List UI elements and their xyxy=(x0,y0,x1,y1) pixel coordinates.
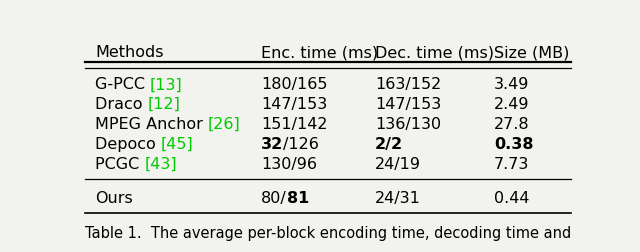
Text: 163/152: 163/152 xyxy=(375,77,442,92)
Text: 7.73: 7.73 xyxy=(494,156,529,171)
Text: Ours: Ours xyxy=(95,191,132,206)
Text: G-PCC: G-PCC xyxy=(95,77,150,92)
Text: 32: 32 xyxy=(261,137,284,151)
Text: 0.38: 0.38 xyxy=(494,137,534,151)
Text: [43]: [43] xyxy=(144,156,177,171)
Text: 147/153: 147/153 xyxy=(375,97,442,112)
Text: Draco: Draco xyxy=(95,97,147,112)
Text: 151/142: 151/142 xyxy=(261,117,328,132)
Text: 24/19: 24/19 xyxy=(375,156,421,171)
Text: 0.44: 0.44 xyxy=(494,191,530,206)
Text: Size (MB): Size (MB) xyxy=(494,45,570,60)
Text: PCGC: PCGC xyxy=(95,156,144,171)
Text: 2.49: 2.49 xyxy=(494,97,530,112)
Text: 2/2: 2/2 xyxy=(375,137,403,151)
Text: /126: /126 xyxy=(284,137,319,151)
Text: Methods: Methods xyxy=(95,45,163,60)
Text: [12]: [12] xyxy=(147,97,180,112)
Text: [26]: [26] xyxy=(208,117,241,132)
Text: 3.49: 3.49 xyxy=(494,77,529,92)
Text: 130/96: 130/96 xyxy=(261,156,317,171)
Text: Enc. time (ms): Enc. time (ms) xyxy=(261,45,378,60)
Text: 81: 81 xyxy=(287,191,309,206)
Text: Depoco: Depoco xyxy=(95,137,161,151)
Text: 180/165: 180/165 xyxy=(261,77,328,92)
Text: 147/153: 147/153 xyxy=(261,97,327,112)
Text: 136/130: 136/130 xyxy=(375,117,441,132)
Text: [13]: [13] xyxy=(150,77,183,92)
Text: 27.8: 27.8 xyxy=(494,117,530,132)
Text: 24/31: 24/31 xyxy=(375,191,421,206)
Text: Dec. time (ms): Dec. time (ms) xyxy=(375,45,494,60)
Text: Table 1.  The average per-block encoding time, decoding time and: Table 1. The average per-block encoding … xyxy=(85,226,572,240)
Text: [45]: [45] xyxy=(161,137,193,151)
Text: 80/: 80/ xyxy=(261,191,287,206)
Text: MPEG Anchor: MPEG Anchor xyxy=(95,117,208,132)
